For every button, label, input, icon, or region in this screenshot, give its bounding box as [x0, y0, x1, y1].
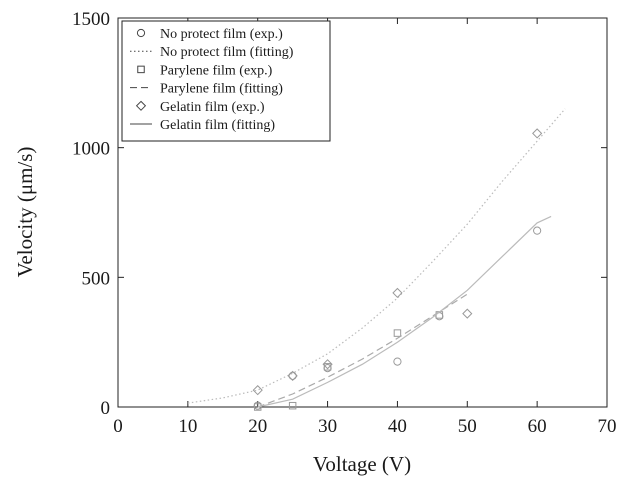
series-line — [187, 108, 566, 404]
x-tick-label: 10 — [178, 416, 197, 437]
legend-swatch — [137, 65, 145, 74]
legend-swatch — [136, 28, 146, 38]
legend-label: Gelatin film (fitting) — [160, 118, 275, 133]
series-layer — [187, 108, 566, 411]
x-tick-label: 0 — [113, 416, 123, 437]
data-point — [393, 357, 402, 366]
legend-entry: No protect film (exp.) — [136, 27, 283, 42]
data-point — [287, 370, 298, 381]
y-tick-label: 0 — [101, 398, 111, 419]
tick-labels: 0 10 20 30 40 50 60 70 0 500 1000 1500 — [72, 9, 617, 437]
data-point — [322, 359, 333, 370]
series-0 — [253, 226, 542, 410]
x-tick-label: 20 — [248, 416, 267, 437]
plot-frame — [117, 17, 608, 408]
data-point — [288, 371, 297, 380]
data-point — [532, 128, 543, 139]
legend: No protect film (exp.) No protect film (f… — [121, 20, 331, 142]
y-tick-label: 1000 — [72, 139, 110, 160]
data-point — [253, 403, 262, 411]
legend-box — [121, 20, 331, 142]
legend-entry: Parylene film (exp.) — [137, 63, 273, 78]
data-point — [462, 308, 473, 319]
data-point — [393, 329, 402, 337]
x-tick-label: 30 — [318, 416, 337, 437]
legend-entry: No protect film (fitting) — [130, 45, 294, 60]
y-tick-label: 1500 — [72, 9, 110, 30]
series-2 — [253, 311, 444, 411]
series-3 — [257, 293, 468, 408]
legend-entry: Gelatin film (fitting) — [130, 118, 275, 133]
y-axis-title: Velocity (μm/s) — [13, 147, 37, 278]
series-line — [257, 293, 468, 408]
data-point — [252, 385, 263, 396]
series-4 — [252, 128, 543, 396]
series-1 — [187, 108, 566, 404]
legend-entry: Parylene film (fitting) — [130, 82, 283, 97]
x-tick-label: 50 — [458, 416, 477, 437]
x-tick-label: 60 — [528, 416, 547, 437]
legend-swatch — [135, 100, 147, 111]
legend-label: Parylene film (fitting) — [160, 82, 283, 97]
series-5 — [257, 215, 552, 408]
data-point — [533, 226, 542, 235]
legend-entry: Gelatin film (exp.) — [135, 100, 265, 115]
data-point — [323, 363, 332, 371]
legend-label: No protect film (fitting) — [160, 45, 294, 60]
y-tick-label: 500 — [82, 268, 111, 289]
legend-label: Gelatin film (exp.) — [160, 100, 265, 115]
x-tick-label: 40 — [388, 416, 407, 437]
series-line — [257, 215, 552, 408]
x-axis-title: Voltage (V) — [313, 452, 411, 476]
legend-label: No protect film (exp.) — [160, 27, 283, 42]
data-point — [392, 287, 403, 299]
legend-label: Parylene film (exp.) — [160, 63, 273, 78]
data-point — [288, 401, 297, 410]
x-tick-label: 70 — [598, 416, 617, 437]
